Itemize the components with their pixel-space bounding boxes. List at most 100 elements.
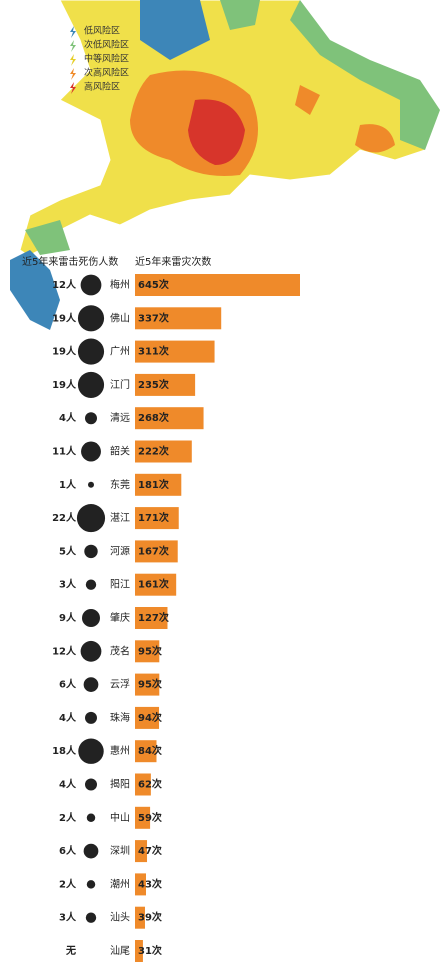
bar-label: 95次 [138, 678, 162, 691]
bar-label: 222次 [138, 445, 169, 458]
bar-label: 62次 [138, 778, 162, 791]
bar [135, 840, 148, 863]
bar-label: 47次 [138, 844, 162, 857]
death-circle [77, 338, 105, 365]
bar [135, 507, 179, 530]
death-circle [78, 738, 104, 764]
death-circle [82, 609, 100, 627]
strikes-title: 近5年来雷灾次数 [135, 255, 211, 268]
bar-label: 95次 [138, 644, 162, 657]
city-label: 肇庆 [110, 611, 130, 624]
bar-label: 84次 [138, 744, 162, 757]
city-label: 深圳 [110, 845, 130, 857]
city-label: 阳江 [110, 579, 130, 591]
bar [135, 806, 151, 829]
bar [135, 340, 215, 363]
bar-label: 31次 [138, 944, 162, 957]
city-label: 佛山 [110, 311, 130, 324]
bar-label: 39次 [138, 911, 162, 924]
bar-label: 645次 [138, 278, 169, 291]
death-circle [86, 813, 96, 823]
city-label: 揭阳 [110, 778, 130, 791]
bar [135, 440, 192, 463]
bar [135, 473, 182, 496]
legend-label: 中等风险区 [84, 53, 129, 65]
bar-label: 127次 [138, 611, 169, 624]
bar-label: 235次 [138, 378, 169, 391]
city-label: 中山 [110, 811, 130, 824]
death-circle [80, 274, 102, 296]
legend-label: 次低风险区 [84, 39, 129, 51]
bar [135, 906, 145, 929]
death-label: 19人 [52, 378, 77, 391]
bar [135, 773, 151, 796]
city-label: 云浮 [110, 679, 130, 691]
death-circle [86, 880, 96, 889]
death-label: 2人 [59, 811, 77, 824]
city-label: 汕头 [110, 912, 130, 924]
bar [135, 873, 146, 896]
city-label: 潮州 [110, 877, 130, 890]
death-circle [84, 544, 98, 559]
death-circle [85, 711, 97, 724]
bar [135, 573, 177, 596]
death-circle [88, 481, 94, 488]
city-label: 江门 [110, 378, 130, 391]
death-circle [85, 778, 97, 791]
bar [135, 307, 222, 330]
city-label: 珠海 [110, 711, 130, 724]
bar-label: 171次 [138, 511, 169, 524]
bar [135, 274, 300, 296]
bar-label: 161次 [138, 578, 169, 591]
bar-label: 94次 [138, 711, 162, 724]
bar [135, 540, 178, 563]
bar-label: 181次 [138, 478, 169, 491]
bar [135, 373, 196, 396]
death-circle [77, 371, 105, 398]
death-label: 11人 [52, 445, 77, 458]
death-circle [83, 843, 99, 859]
death-circle [77, 305, 105, 332]
city-label: 茂名 [110, 644, 130, 657]
death-circle [81, 441, 101, 462]
bar-label: 59次 [138, 811, 162, 824]
bar [135, 940, 143, 962]
death-label: 9人 [59, 611, 77, 624]
death-label: 4人 [59, 411, 77, 424]
death-label: 无 [65, 945, 76, 957]
death-label: 2人 [59, 877, 77, 890]
death-label: 3人 [59, 911, 77, 924]
city-label: 河源 [110, 544, 130, 557]
legend-label: 高风险区 [84, 81, 120, 93]
death-label: 19人 [52, 311, 77, 324]
death-circle [76, 504, 106, 533]
legend-label: 次高风险区 [84, 67, 129, 79]
bar-label: 167次 [138, 544, 169, 557]
death-circle [80, 640, 102, 662]
map-legend: 低风险区 次低风险区 中等风险区 次高风险区 高风险区 [70, 25, 129, 94]
death-label: 19人 [52, 345, 77, 358]
bar [135, 407, 204, 430]
legend-label: 低风险区 [84, 25, 120, 37]
city-label: 湛江 [110, 512, 130, 524]
death-label: 4人 [59, 778, 77, 791]
bar-label: 268次 [138, 411, 169, 424]
death-circle [85, 912, 97, 923]
bar [135, 640, 160, 663]
death-circle [85, 412, 97, 425]
bar-label: 43次 [138, 877, 162, 890]
bar-label: 311次 [138, 345, 169, 358]
city-label: 汕尾 [110, 945, 130, 957]
death-label: 4人 [59, 711, 77, 724]
city-label: 韶关 [110, 445, 130, 458]
city-label: 东莞 [110, 478, 130, 491]
bar [135, 607, 168, 629]
death-circle [83, 677, 99, 692]
bar [135, 740, 157, 763]
city-label: 惠州 [110, 744, 130, 757]
death-label: 22人 [52, 511, 77, 524]
death-label: 12人 [52, 278, 77, 291]
death-circle [85, 579, 97, 590]
death-label: 1人 [59, 478, 77, 491]
